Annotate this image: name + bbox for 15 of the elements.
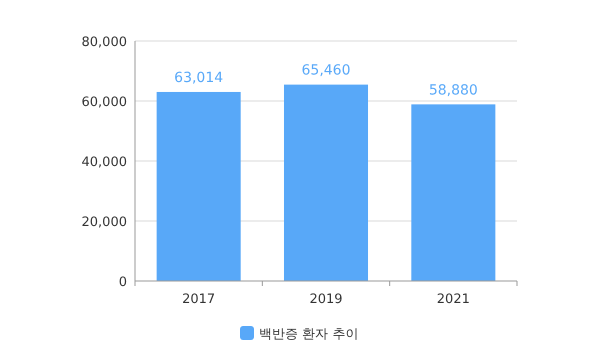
y-tick-label: 0 (118, 275, 127, 290)
bar (284, 84, 368, 281)
data-label: 63,014 (174, 70, 224, 86)
legend-label: 백반증 환자 추이 (259, 327, 358, 342)
x-tick-label: 2021 (436, 292, 470, 307)
data-label: 65,460 (302, 62, 350, 79)
data-label: 58,880 (428, 82, 478, 98)
y-tick-label: 20,000 (82, 215, 127, 230)
y-tick-label: 60,000 (82, 95, 127, 110)
y-tick-label: 40,000 (82, 155, 127, 170)
y-tick-label: 80,000 (82, 35, 127, 50)
x-tick-label: 2019 (309, 292, 343, 307)
bar (411, 104, 496, 281)
bar (156, 92, 241, 281)
x-tick-label: 2017 (182, 292, 216, 307)
